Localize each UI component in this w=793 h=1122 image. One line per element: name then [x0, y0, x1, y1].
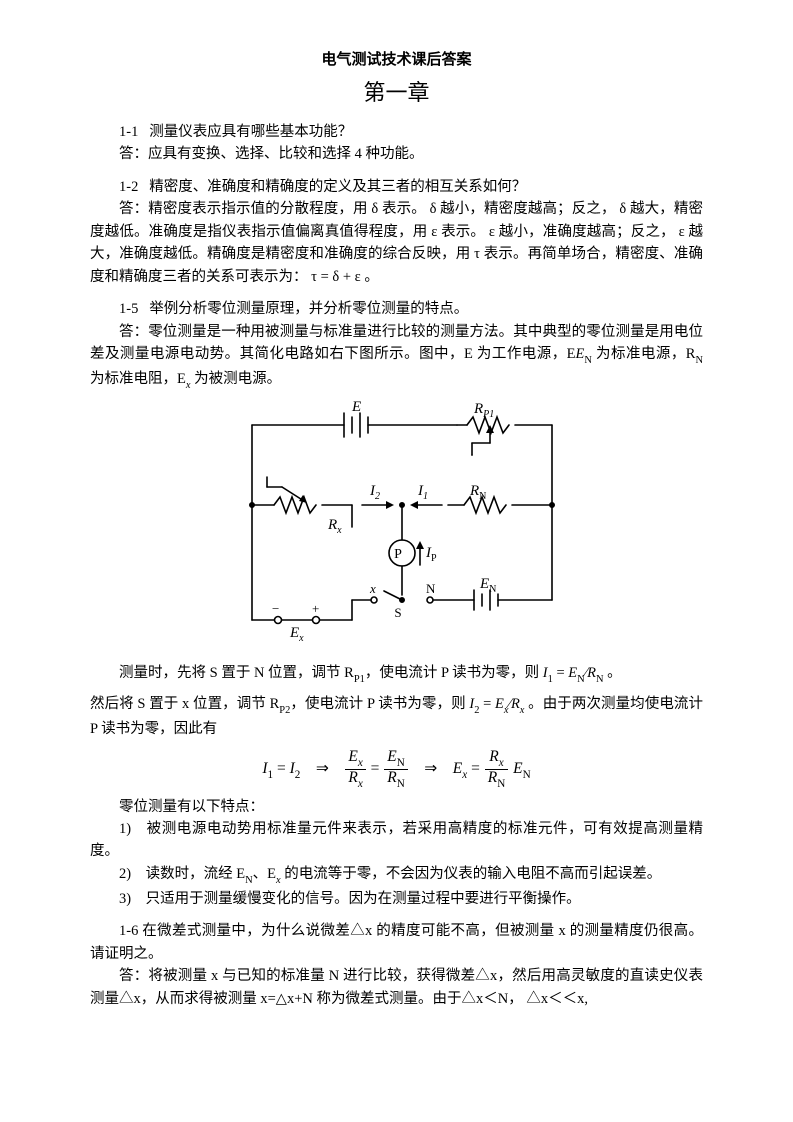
a-1-5-p1d: 为被测电源。 — [191, 371, 282, 387]
sub-Ex: x — [186, 380, 191, 391]
lbl-E: E — [351, 399, 361, 415]
a-1-2: 答：精密度表示指示值的分散程度，用 δ 表示。 δ 越小，精密度越高；反之， δ… — [90, 198, 703, 288]
page-root: { "doc_title": "电气测试技术课后答案", "chapter_ti… — [0, 0, 793, 1122]
feat2b: 、E — [253, 866, 276, 882]
a-1-5-p3: 然后将 S 置于 x 位置，调节 RP2，使电流计 P 读书为零，则 I2 = … — [90, 693, 703, 741]
lbl-Ex: E — [289, 625, 299, 641]
lbl-EN-sub: N — [489, 584, 496, 595]
a-1-5-feat-title: 零位测量有以下特点： — [90, 796, 703, 818]
a-1-5-p1b: 为标准电源，R — [592, 346, 696, 362]
lbl-IP-sub: P — [431, 553, 437, 564]
svg-text:Ex: Ex — [289, 625, 304, 644]
lbl-EN: E — [479, 576, 489, 592]
lbl-minus: − — [272, 601, 279, 616]
q-1-2: 1-2 精密度、准确度和精确度的定义及其三者的相互关系如何？ — [90, 176, 703, 198]
a-1-5-feat-1: 1) 被测电源电动势用标准量元件来表示，若采用高精度的标准元件，可有效提高测量精… — [90, 818, 703, 863]
a-1-5-feat-2: 2) 读数时，流经 EN、Ex 的电流等于零，不会因为仪表的输入电阻不高而引起误… — [90, 863, 703, 888]
lbl-N: N — [426, 581, 436, 596]
svg-text:I2: I2 — [369, 483, 380, 502]
q-1-1-label: 1-1 — [119, 124, 138, 140]
q-1-5: 1-5 举例分析零位测量原理，并分析零位测量的特点。 — [90, 298, 703, 320]
q-1-5-label: 1-5 — [119, 301, 138, 317]
lbl-x: x — [369, 581, 376, 596]
sub-Rn: N — [695, 355, 703, 366]
a-1-5-p3a: 然后将 S 置于 x 位置，调节 R — [90, 696, 279, 712]
a-1-5-p3b: ，使电流计 P 读书为零，则 — [290, 696, 469, 712]
a-1-5-p1c: 为标准电阻，E — [90, 371, 186, 387]
q-1-2-label: 1-2 — [119, 179, 138, 195]
a-1-1: 答：应具有变换、选择、比较和选择 4 种功能。 — [90, 143, 703, 165]
lbl-RN: R — [469, 483, 479, 499]
lbl-Rx-sub: x — [336, 525, 342, 536]
a-1-5-p2a: 测量时，先将 S 置于 N 位置，调节 R — [119, 665, 354, 681]
feat2a: 2) 读数时，流经 E — [119, 866, 245, 882]
lbl-Ex-sub: x — [298, 633, 304, 644]
q-1-6: 1-6 在微差式测量中，为什么说微差△x 的精度可能不高，但被测量 x 的测量精… — [90, 920, 703, 965]
a-1-5-p2b: ，使电流计 P 读书为零，则 — [365, 665, 543, 681]
feat2-sub1: N — [245, 875, 253, 886]
svg-text:Rx: Rx — [327, 517, 342, 536]
a-1-5-p2: 测量时，先将 S 置于 N 位置，调节 RP1，使电流计 P 读书为零，则 I1… — [90, 662, 703, 687]
feat2c: 的电流等于零，不会因为仪表的输入电阻不高而引起误差。 — [281, 866, 662, 882]
q-1-1: 1-1 测量仪表应具有哪些基本功能？ — [90, 121, 703, 143]
circuit-diagram: E RP1 I2 I1 RN Rx P IP x N S − + Ex EN — [90, 395, 703, 650]
chapter-title: 第一章 — [90, 75, 703, 107]
a-1-5-feat-3: 3) 只适用于测量缓慢变化的信号。因为在测量过程中要进行平衡操作。 — [90, 888, 703, 910]
svg-text:I1: I1 — [417, 483, 428, 502]
lbl-I2-sub: 2 — [375, 491, 380, 502]
svg-text:EN: EN — [479, 576, 496, 595]
lbl-RP1: R — [473, 401, 483, 417]
svg-text:IP: IP — [425, 545, 437, 564]
a-1-6: 答：将被测量 x 与已知的标准量 N 进行比较，获得微差△x，然后用高灵敏度的直… — [90, 965, 703, 1010]
a-1-5-p2c: 。 — [607, 665, 622, 681]
circuit-svg: E RP1 I2 I1 RN Rx P IP x N S − + Ex EN — [212, 395, 582, 645]
lbl-plus: + — [312, 601, 319, 616]
sub-Rp2: P2 — [279, 705, 290, 716]
lbl-Rx: R — [327, 517, 337, 533]
a-1-5-p1: 答：零位测量是一种用被测量与标准量进行比较的测量方法。其中典型的零位测量是用电位… — [90, 321, 703, 394]
lbl-I1-sub: 1 — [423, 491, 428, 502]
sub-Rp1: P1 — [354, 674, 365, 685]
lbl-RN-sub: N — [479, 491, 486, 502]
q-1-1-text: 测量仪表应具有哪些基本功能？ — [149, 124, 352, 140]
doc-title: 电气测试技术课后答案 — [90, 48, 703, 69]
q-1-2-text: 精密度、准确度和精确度的定义及其三者的相互关系如何？ — [149, 179, 526, 195]
lbl-P: P — [394, 547, 402, 562]
feat2-sub2: x — [276, 875, 281, 886]
q-1-5-text: 举例分析零位测量原理，并分析零位测量的特点。 — [149, 301, 468, 317]
lbl-S: S — [394, 605, 401, 620]
eq-1-5: I1 = I2 ⇒ ExRx = ENRN ⇒ Ex = RxRN EN — [90, 749, 703, 790]
lbl-RP1-sub: P1 — [482, 409, 494, 420]
svg-text:RP1: RP1 — [473, 401, 494, 420]
sub-En: N — [584, 355, 592, 366]
